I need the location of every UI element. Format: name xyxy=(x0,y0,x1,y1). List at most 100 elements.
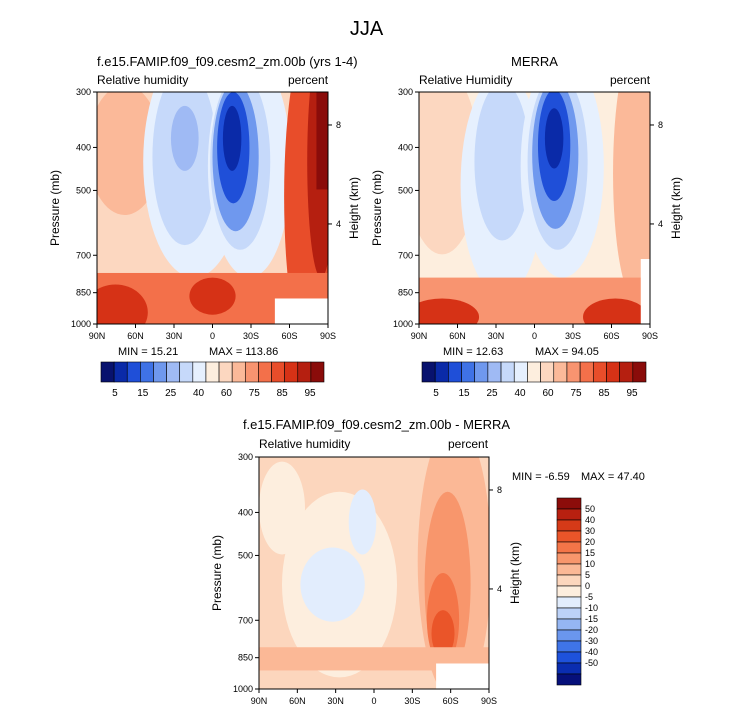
panel2-colorbar-box xyxy=(513,361,528,383)
panel1-colorbar-box xyxy=(179,361,194,383)
panel2-units-label: percent xyxy=(610,73,651,87)
panel3-colorbar-box xyxy=(556,651,582,664)
panel3-xtick-label: 30S xyxy=(404,696,420,706)
panel3-boundary-layer xyxy=(259,647,489,671)
panel2-north-dry-core xyxy=(474,92,530,241)
panel3-colorbar-box xyxy=(556,662,582,675)
panel3-colorbar-box xyxy=(556,585,582,598)
panel2-colorbar-box xyxy=(606,361,620,383)
panel3-title: f.e15.FAMIP.f09_f09.cesm2_zm.00b - MERRA xyxy=(242,417,511,432)
panel2-bl-south-max xyxy=(583,298,648,324)
panel1-xtick-label: 90S xyxy=(320,331,336,341)
panel1-ytick-right-label: 8 xyxy=(336,120,341,130)
panel3-ytick-label: 400 xyxy=(238,507,253,517)
panel3-min-label: MIN = -6.59 xyxy=(512,471,570,483)
panel2-ytick-right-label: 4 xyxy=(658,219,663,229)
panel1-north-dry-peak xyxy=(170,105,199,171)
panel3-colorbar-box xyxy=(556,574,582,587)
panel2-xtick-label: 90S xyxy=(642,331,658,341)
panel2-ytick-label: 850 xyxy=(398,288,413,298)
panel2-bl-north-max xyxy=(419,298,480,324)
panel1-colorbar-label: 95 xyxy=(305,388,317,399)
panel1-colorbar-label: 5 xyxy=(112,388,118,399)
panel2-ytick-right-label: 8 xyxy=(658,120,663,130)
panel3-colorbar-label: -20 xyxy=(585,625,598,635)
panel3-north-neutral xyxy=(259,461,305,555)
panel1-ytick-label: 1000 xyxy=(71,319,91,329)
panel3-colorbar-label: 15 xyxy=(585,548,595,558)
panel3-max-label: MAX = 47.40 xyxy=(581,471,645,483)
panel3-xtick-label: 60N xyxy=(289,696,306,706)
panel1-colorbar-box xyxy=(244,361,259,383)
panel2-xtick-label: 30S xyxy=(565,331,581,341)
panel1-colorbar-box xyxy=(113,361,128,383)
panel3-xtick-label: 90N xyxy=(251,696,268,706)
panel2-colorbar-box xyxy=(527,361,541,383)
panel2-colorbar-box xyxy=(592,361,607,383)
panel1-colorbar-label: 25 xyxy=(165,388,177,399)
panel1-colorbar-box xyxy=(166,361,181,383)
panel1-ytick-label: 700 xyxy=(76,250,91,260)
panel2-colorbar-label: 85 xyxy=(598,388,610,399)
panel3-ylabel: Pressure (mb) xyxy=(210,535,224,611)
panel1-max-label: MAX = 113.86 xyxy=(209,346,279,358)
panel3-colorbar-label: -10 xyxy=(585,603,598,613)
panel1-xtick-label: 60S xyxy=(281,331,297,341)
panel1-colorbar-box xyxy=(192,361,207,383)
panel1-missing-terrain xyxy=(274,298,328,324)
panel3-negative-upper xyxy=(348,489,377,555)
panel1-field xyxy=(97,92,328,324)
panel2-colorbar-box xyxy=(632,361,647,383)
panel1-colorbar-box xyxy=(258,361,272,383)
panel1-colorbar-box xyxy=(140,361,154,383)
panel3-ytick-label: 700 xyxy=(238,615,253,625)
panel2-colorbar-label: 95 xyxy=(626,388,638,399)
panel3-xtick-label: 0 xyxy=(371,696,376,706)
panel2-colorbar-box xyxy=(579,361,594,383)
panel1-colorbar-label: 15 xyxy=(137,388,149,399)
panel2-colorbar-box xyxy=(553,361,568,383)
panel3-colorbar-label: 30 xyxy=(585,526,595,536)
panel1-colorbar-box xyxy=(153,361,167,383)
panel1-ylabel-right: Height (km) xyxy=(347,177,361,239)
panel1-ytick-label: 400 xyxy=(76,142,91,152)
panel1-units-label: percent xyxy=(288,73,329,87)
panel1-ytick-label: 500 xyxy=(76,185,91,195)
panel3-xtick-label: 60S xyxy=(443,696,459,706)
panel1-ytick-label: 300 xyxy=(76,87,91,97)
panel2-missing-terrain xyxy=(640,259,650,324)
panel2-xtick-label: 30N xyxy=(488,331,505,341)
panel3-colorbar-box xyxy=(556,607,582,620)
panel2-colorbar-box xyxy=(619,361,634,383)
panel2-xtick-label: 60S xyxy=(603,331,619,341)
panel3-colorbar-label: -30 xyxy=(585,636,598,646)
panel3-colorbar-label: 20 xyxy=(585,537,595,547)
panel1-xtick-label: 60N xyxy=(127,331,144,341)
panel1-ytick-right-label: 4 xyxy=(336,219,341,229)
panel1-colorbar-box xyxy=(284,361,299,383)
panel3-variable-label: Relative humidity xyxy=(259,437,351,451)
panel1-xtick-label: 0 xyxy=(210,331,215,341)
panel3-field xyxy=(259,457,489,689)
panel1-polar-max xyxy=(316,92,328,190)
panel3-colorbar-box xyxy=(556,563,582,576)
panel3-ylabel-right: Height (km) xyxy=(508,542,522,604)
panel1-colorbar-label: 75 xyxy=(249,388,261,399)
panel2-field xyxy=(419,92,650,324)
panel3-ytick-label: 500 xyxy=(238,550,253,560)
panel2-ytick-label: 400 xyxy=(398,142,413,152)
panel2-colorbar-box xyxy=(540,361,555,383)
panel2-colorbar-box xyxy=(434,361,449,383)
panel2-south-dry-peak xyxy=(544,108,564,169)
panel3-xtick-label: 30N xyxy=(327,696,344,706)
panel1-xtick-label: 90N xyxy=(89,331,106,341)
panel2-ylabel-right: Height (km) xyxy=(669,177,683,239)
panel2-colorbar-label: 25 xyxy=(486,388,498,399)
panel2-colorbar-box xyxy=(448,361,462,383)
panel2-colorbar-label: 60 xyxy=(542,388,554,399)
panel1-colorbar-label: 60 xyxy=(221,388,233,399)
panel2-colorbar-box xyxy=(566,361,581,383)
panel3-ytick-right-label: 8 xyxy=(497,485,502,495)
panel2-colorbar-label: 5 xyxy=(433,388,439,399)
